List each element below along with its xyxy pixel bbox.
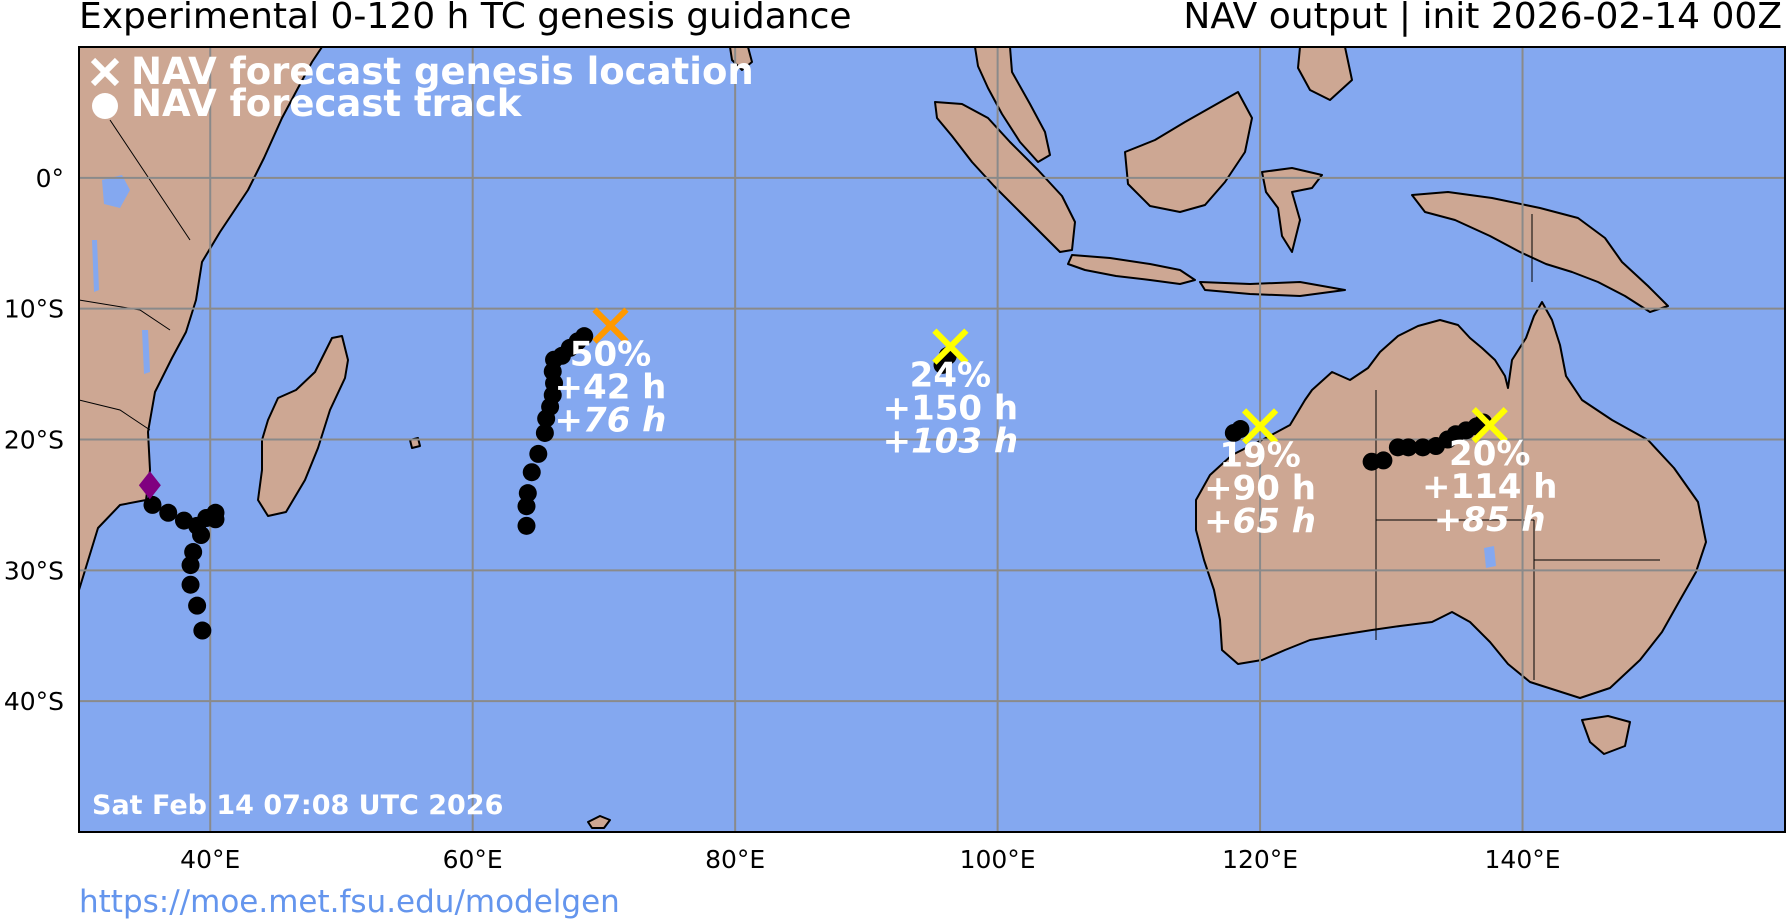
track-point bbox=[1231, 420, 1250, 439]
storm-lead-label: +114 h bbox=[1422, 467, 1558, 507]
tick-labels: 40°E 60°E 80°E 100°E 120°E 140°E 0° 10°S 20°S 30°… bbox=[4, 164, 1561, 874]
storm-labels-layer: 50%+42 h+76 h 24%+150 h+103 h 19%+90 h+65 … bbox=[555, 335, 1558, 542]
genesis-marker-stroke bbox=[1471, 406, 1508, 444]
genesis-marker-x bbox=[1471, 406, 1508, 444]
border-africa-2 bbox=[109, 119, 191, 241]
land-sulawesi bbox=[1261, 167, 1323, 253]
track-point bbox=[159, 503, 178, 522]
lon-tick-label: 80°E bbox=[705, 845, 765, 874]
track-point bbox=[1388, 438, 1407, 457]
inland-water bbox=[92, 175, 1496, 568]
land-java bbox=[1067, 254, 1196, 285]
storm-probability-label: 19% bbox=[1219, 435, 1300, 475]
track-point bbox=[206, 510, 225, 529]
legend-track-label: NAV forecast track bbox=[131, 82, 523, 125]
storm-probability-label: 50% bbox=[570, 335, 651, 375]
borders bbox=[79, 119, 1660, 680]
lon-tick-label: 40°E bbox=[180, 845, 240, 874]
source-link[interactable]: https://moe.met.fsu.edu/modelgen bbox=[79, 884, 620, 920]
genesis-marker-diamond bbox=[138, 471, 161, 500]
land-newguinea bbox=[1411, 191, 1669, 313]
track-point bbox=[518, 484, 537, 503]
border-africa-1 bbox=[79, 299, 171, 331]
lake-eyre bbox=[1484, 546, 1496, 568]
land-layer bbox=[79, 47, 1707, 829]
legend-genesis-label: NAV forecast genesis location bbox=[131, 50, 754, 93]
storm-probability-label: 24% bbox=[910, 356, 991, 396]
lon-tick-label: 60°E bbox=[443, 845, 503, 874]
storm-lead2-label: +103 h bbox=[883, 422, 1019, 462]
tracks-layer bbox=[143, 327, 1493, 640]
track-point bbox=[143, 495, 162, 514]
border-africa-3 bbox=[79, 399, 151, 431]
gridlines bbox=[79, 47, 1785, 832]
track-point bbox=[193, 621, 212, 640]
lon-tick-label: 140°E bbox=[1485, 845, 1561, 874]
genesis-marker-x bbox=[1241, 408, 1279, 445]
markers-layer bbox=[138, 307, 1508, 500]
track-point bbox=[181, 575, 200, 594]
legend: NAV forecast genesis location NAV foreca… bbox=[90, 50, 754, 125]
lon-tick-label: 120°E bbox=[1222, 845, 1298, 874]
lat-tick-label: 0° bbox=[36, 164, 64, 193]
land-kerguelen bbox=[587, 815, 611, 829]
genesis-marker-stroke bbox=[1241, 408, 1279, 445]
track-point bbox=[188, 596, 207, 615]
track-point bbox=[1413, 438, 1432, 457]
lake-malawi bbox=[142, 330, 150, 374]
track-point bbox=[535, 423, 554, 442]
track-point bbox=[517, 497, 536, 516]
land-malay bbox=[974, 47, 1051, 163]
storm-lead-label: +42 h bbox=[555, 368, 667, 408]
lat-tick-label: 10°S bbox=[4, 295, 64, 324]
genesis-marker-stroke bbox=[592, 307, 629, 344]
storm-probability-label: 20% bbox=[1449, 434, 1530, 474]
storm-lead2-label: +76 h bbox=[555, 401, 667, 441]
lat-tick-label: 20°S bbox=[4, 426, 64, 455]
figure-subtitle: NAV output | init 2026-02-14 00Z bbox=[1183, 0, 1782, 37]
land-madagascar bbox=[257, 335, 349, 517]
land-australia bbox=[1195, 301, 1707, 699]
storm-lead-label: +90 h bbox=[1204, 468, 1316, 508]
legend-genesis-icon bbox=[90, 57, 120, 87]
track-point bbox=[522, 463, 541, 482]
storm-lead2-label: +65 h bbox=[1204, 501, 1316, 541]
track-point bbox=[181, 556, 200, 575]
lake-victoria bbox=[102, 175, 130, 208]
land-philippines bbox=[1297, 47, 1353, 101]
land-tasmania bbox=[1581, 715, 1631, 755]
lat-tick-label: 40°S bbox=[4, 687, 64, 716]
track-point bbox=[192, 526, 211, 545]
run-timestamp: Sat Feb 14 07:08 UTC 2026 bbox=[92, 790, 503, 821]
lake-tanganyika bbox=[92, 240, 99, 292]
track-point bbox=[1426, 437, 1445, 456]
track-point bbox=[1362, 452, 1381, 471]
track-point bbox=[537, 409, 556, 428]
track-point bbox=[517, 516, 536, 535]
track-point bbox=[529, 444, 548, 463]
legend-track-icon bbox=[92, 93, 118, 119]
genesis-marker-x bbox=[592, 307, 629, 344]
genesis-marker-stroke bbox=[932, 328, 969, 365]
storm-lead-label: +150 h bbox=[883, 389, 1019, 429]
land-sunda bbox=[1199, 281, 1346, 297]
map-frame bbox=[78, 46, 1786, 833]
lat-tick-label: 30°S bbox=[4, 556, 64, 585]
genesis-marker-x bbox=[932, 328, 969, 365]
storm-lead2-label: +85 h bbox=[1434, 500, 1546, 540]
land-africa bbox=[79, 47, 323, 591]
land-borneo bbox=[1124, 91, 1253, 213]
lon-tick-label: 100°E bbox=[960, 845, 1036, 874]
figure-title: Experimental 0-120 h TC genesis guidance bbox=[79, 0, 852, 37]
